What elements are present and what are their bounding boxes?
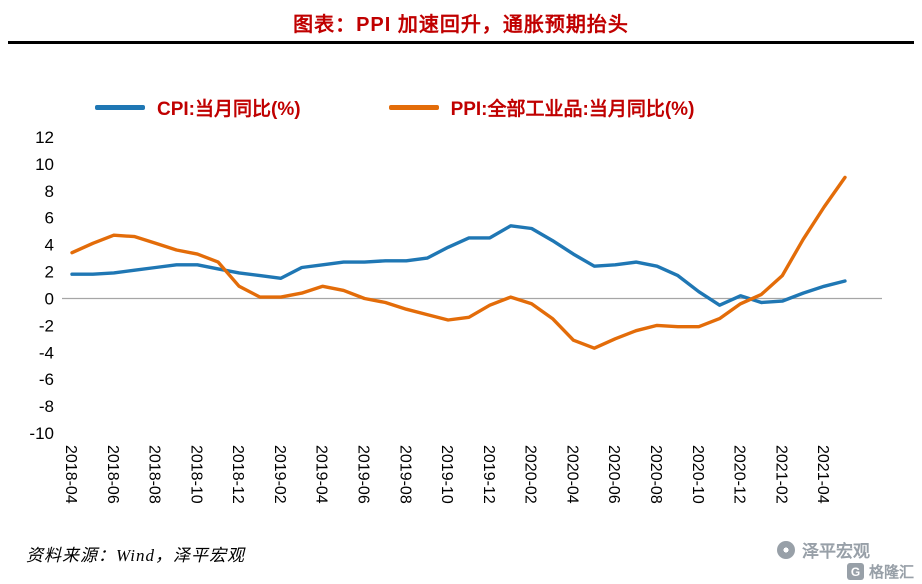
chart-legend: CPI:当月同比(%) PPI:全部工业品:当月同比(%) xyxy=(95,94,694,121)
x-tick-label: 2018-12 xyxy=(229,445,246,504)
legend-label-cpi: CPI:当月同比(%) xyxy=(157,99,301,120)
x-tick-label: 2020-04 xyxy=(563,445,580,504)
zeping-logo-icon xyxy=(777,540,795,559)
y-tick-label: 0 xyxy=(45,290,54,309)
x-tick-label: 2020-10 xyxy=(689,445,706,504)
y-tick-label: 2 xyxy=(45,263,54,282)
x-tick-label: 2019-10 xyxy=(438,445,455,504)
zeping-watermark-label: 泽平宏观 xyxy=(802,542,870,561)
y-tick-label: 12 xyxy=(35,128,54,147)
page-title: 图表：PPI 加速回升，通胀预期抬头 xyxy=(293,14,629,36)
x-tick-label: 2019-06 xyxy=(355,445,372,504)
zeping-watermark: 泽平宏观 xyxy=(777,537,870,562)
legend-item-cpi: CPI:当月同比(%) xyxy=(95,94,301,121)
y-tick-label: -8 xyxy=(39,397,54,416)
x-tick-label: 2018-04 xyxy=(62,445,79,504)
y-tick-label: -2 xyxy=(39,316,54,335)
x-tick-label: 2018-06 xyxy=(104,445,121,504)
title-divider xyxy=(8,41,914,44)
x-tick-label: 2019-04 xyxy=(313,445,330,504)
x-tick-label: 2018-10 xyxy=(187,445,204,504)
y-tick-label: -6 xyxy=(39,370,54,389)
gelonghui-logo: G 格隆汇 xyxy=(846,561,914,582)
y-tick-label: -4 xyxy=(39,343,54,362)
legend-item-ppi: PPI:全部工业品:当月同比(%) xyxy=(388,94,695,121)
y-tick-label: 8 xyxy=(45,182,54,201)
cpi-line xyxy=(70,224,847,307)
ppi-line-swatch xyxy=(388,105,439,110)
x-tick-label: 2021-04 xyxy=(814,445,831,504)
x-tick-label: 2019-08 xyxy=(396,445,413,504)
ppi-line xyxy=(70,175,847,350)
y-tick-label: 10 xyxy=(35,155,54,174)
x-tick-label: 2019-12 xyxy=(480,445,497,504)
y-tick-label: -10 xyxy=(29,424,54,443)
gelonghui-label: 格隆汇 xyxy=(868,564,914,581)
cpi-line-swatch xyxy=(95,105,145,110)
source-note: 资料来源：Wind，泽平宏观 xyxy=(26,546,245,565)
x-tick-label: 2018-08 xyxy=(146,445,163,504)
x-tick-label: 2019-02 xyxy=(271,445,288,504)
line-chart: 12 10 8 6 4 2 0 -2 -4 -6 -8 -10 2018-04 2018-06 2018-0… xyxy=(29,128,882,504)
x-tick-label: 2020-02 xyxy=(522,445,539,504)
gelonghui-logo-icon: G xyxy=(846,563,864,580)
legend-label-ppi: PPI:全部工业品:当月同比(%) xyxy=(450,99,695,120)
x-tick-label: 2020-08 xyxy=(647,445,664,504)
x-tick-label: 2020-12 xyxy=(731,445,748,504)
y-tick-label: 4 xyxy=(45,236,54,255)
x-tick-label: 2021-02 xyxy=(772,445,789,504)
y-tick-label: 6 xyxy=(45,209,54,228)
x-tick-label: 2020-06 xyxy=(605,445,622,504)
